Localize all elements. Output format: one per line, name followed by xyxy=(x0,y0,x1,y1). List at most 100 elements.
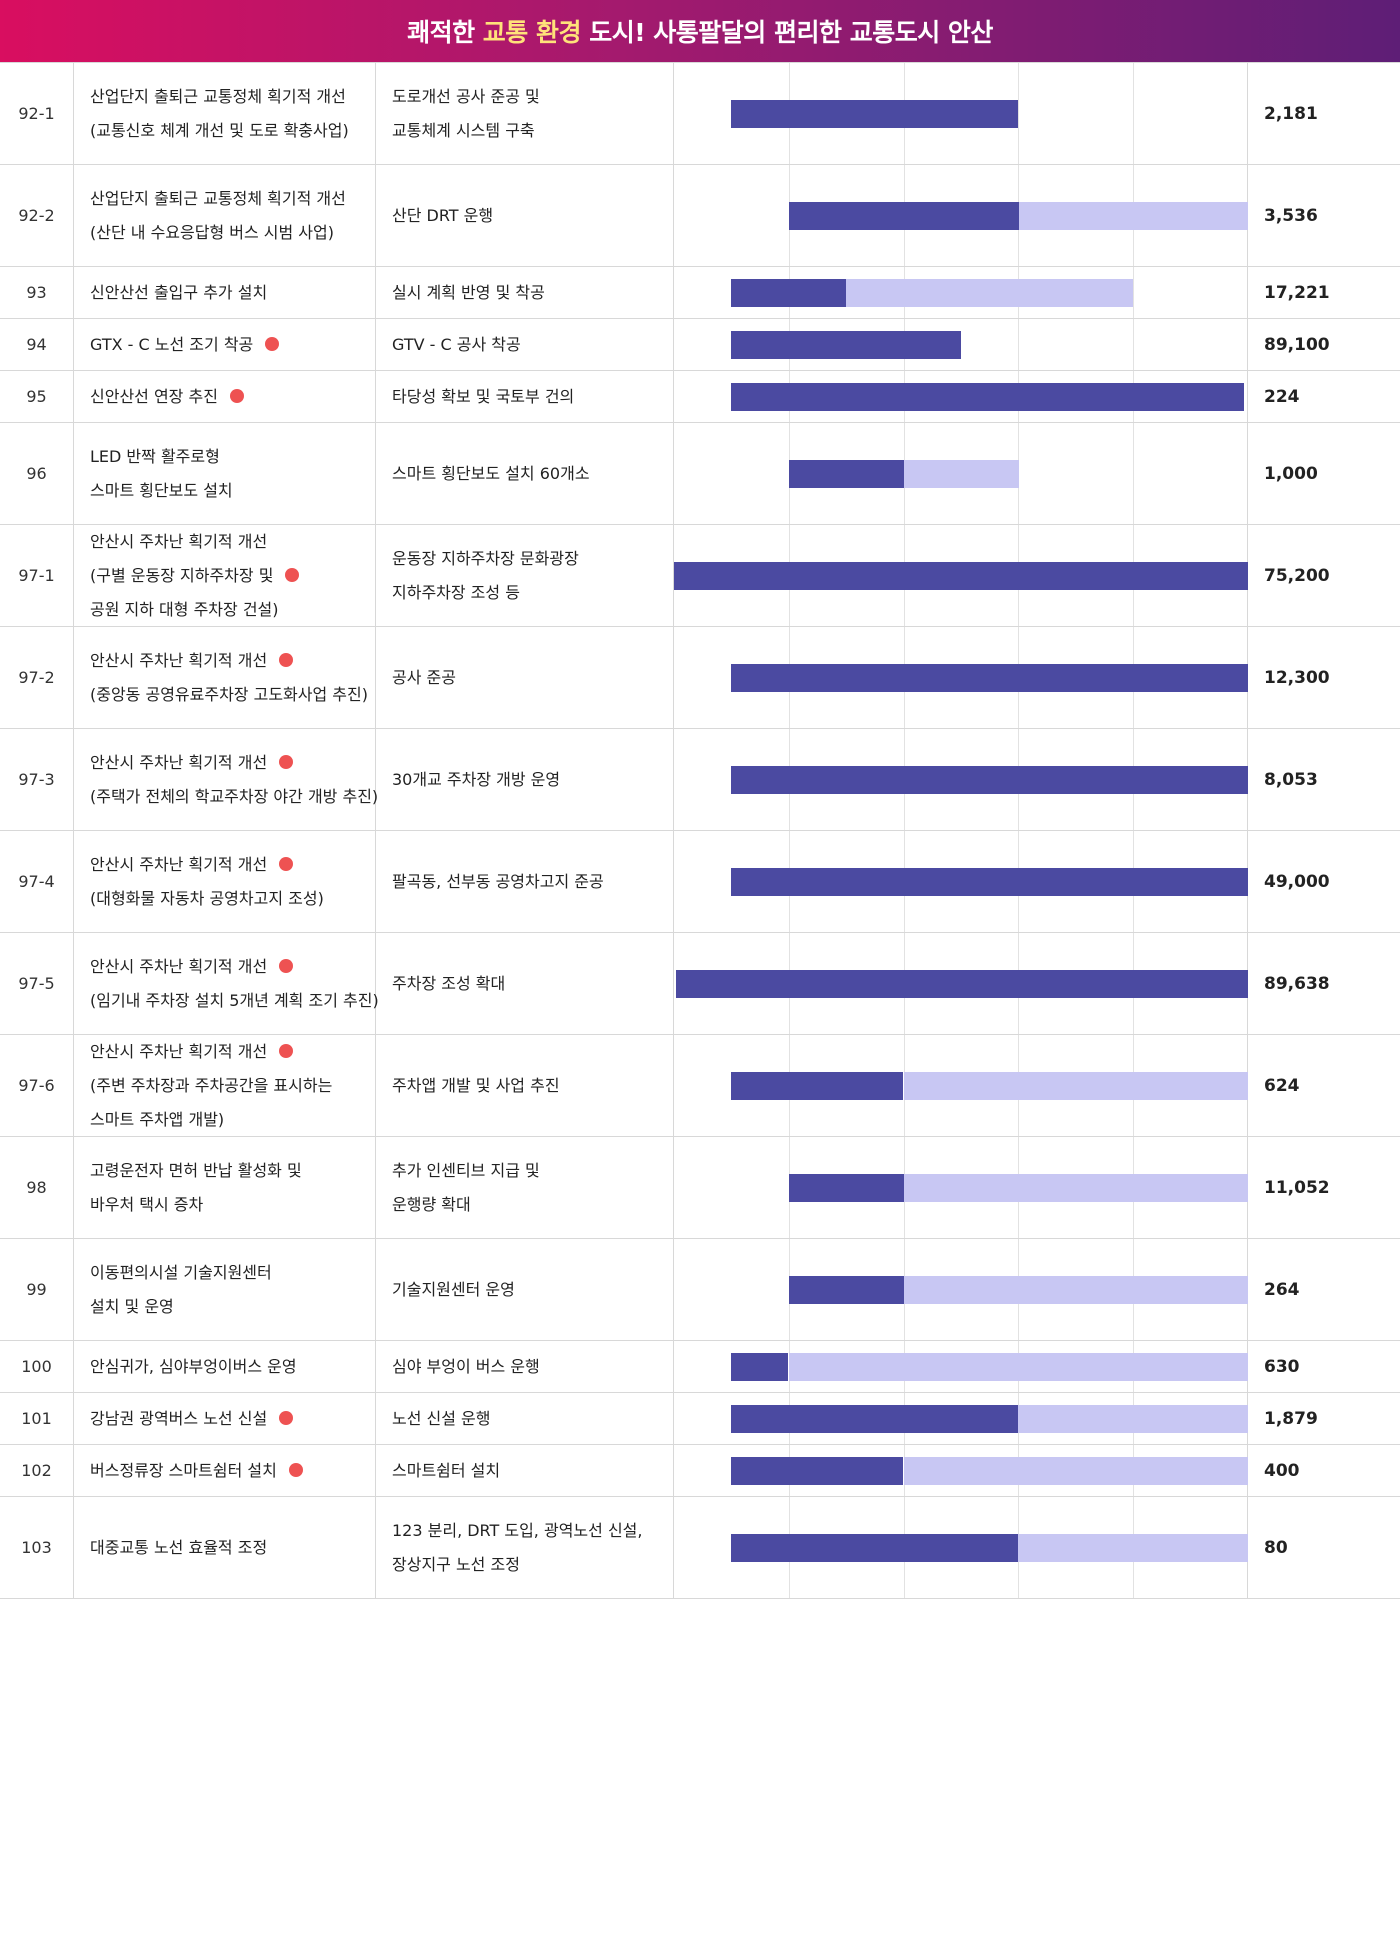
budget-value: 89,638 xyxy=(1264,973,1330,994)
completed-bar xyxy=(731,278,846,307)
completed-bar xyxy=(674,561,1248,590)
priority-marker-icon xyxy=(279,1410,294,1425)
row-number: 98 xyxy=(0,1137,74,1238)
detail-cell: 공사 준공 xyxy=(376,627,674,728)
task-text: 안심귀가, 심야부엉이버스 운영 xyxy=(90,1356,297,1376)
task-line: 버스정류장 스마트쉼터 설치 xyxy=(90,1454,303,1488)
timeline-cell xyxy=(674,63,1248,164)
task-line: (교통신호 체계 개선 및 도로 확충사업) xyxy=(90,114,349,148)
timeline-cell xyxy=(674,831,1248,932)
priority-marker-icon xyxy=(279,652,294,667)
task-line: 안산시 주차난 획기적 개선 xyxy=(90,746,378,780)
row-number: 97-4 xyxy=(0,831,74,932)
completed-bar xyxy=(731,99,1018,128)
timeline-gridline xyxy=(1133,267,1134,318)
task-text: 바우처 택시 증차 xyxy=(90,1194,204,1214)
budget-value: 11,052 xyxy=(1264,1177,1330,1198)
task-line: 안산시 주차난 획기적 개선 xyxy=(90,525,299,559)
task-line: (대형화물 자동차 공영차고지 조성) xyxy=(90,882,324,916)
planned-bar xyxy=(789,1352,1248,1381)
budget-value: 8,053 xyxy=(1264,769,1318,790)
table-row: 96 LED 반짝 활주로형 스마트 횡단보도 설치 스마트 횡단보도 설치 60개소… xyxy=(0,423,1400,525)
detail-line: 운행량 확대 xyxy=(392,1194,471,1214)
task-line: 강남권 광역버스 노선 신설 xyxy=(90,1402,294,1436)
task-text: 안산시 주차난 획기적 개선 xyxy=(90,1041,268,1061)
table-row: 92-2 산업단지 출퇴근 교통정체 획기적 개선 (산단 내 수요응답형 버스 시… xyxy=(0,165,1400,267)
task-cell: 안산시 주차난 획기적 개선 (중앙동 공영유료주차장 고도화사업 추진) xyxy=(74,627,376,728)
task-text: (교통신호 체계 개선 및 도로 확충사업) xyxy=(90,120,349,140)
detail-line: 스마트 횡단보도 설치 60개소 xyxy=(392,463,590,483)
header-title-post: 도시! 사통팔달의 편리한 교통도시 안산 xyxy=(581,18,993,47)
priority-marker-icon xyxy=(229,388,244,403)
row-number: 99 xyxy=(0,1239,74,1340)
table-row: 94 GTX - C 노선 조기 착공 GTV - C 공사 착공 89,100 xyxy=(0,319,1400,371)
row-number: 97-1 xyxy=(0,525,74,626)
budget-value: 630 xyxy=(1264,1356,1300,1377)
completed-bar xyxy=(789,201,1019,230)
task-cell: 대중교통 노선 효율적 조정 xyxy=(74,1497,376,1598)
detail-line: 주차앱 개발 및 사업 추진 xyxy=(392,1075,560,1095)
detail-cell: 스마트쉼터 설치 xyxy=(376,1445,674,1496)
task-text: (중앙동 공영유료주차장 고도화사업 추진) xyxy=(90,684,368,704)
row-number: 92-1 xyxy=(0,63,74,164)
detail-line: 교통체계 시스템 구축 xyxy=(392,120,535,140)
detail-cell: 실시 계획 반영 및 착공 xyxy=(376,267,674,318)
task-text: 대중교통 노선 효율적 조정 xyxy=(90,1537,268,1557)
task-line: 고령운전자 면허 반납 활성화 및 xyxy=(90,1154,302,1188)
timeline-gridline xyxy=(1133,63,1134,164)
timeline-gridline xyxy=(1133,423,1134,524)
task-cell: 버스정류장 스마트쉼터 설치 xyxy=(74,1445,376,1496)
task-text: (대형화물 자동차 공영차고지 조성) xyxy=(90,888,324,908)
detail-line: GTV - C 공사 착공 xyxy=(392,334,521,354)
task-text: 공원 지하 대형 주차장 건설) xyxy=(90,599,279,619)
detail-cell: 추가 인센티브 지급 및 운행량 확대 xyxy=(376,1137,674,1238)
priority-marker-icon xyxy=(285,567,300,582)
detail-line: 운동장 지하주차장 문화광장 xyxy=(392,548,579,568)
task-cell: 안산시 주차난 획기적 개선 (주택가 전체의 학교주차장 야간 개방 추진) xyxy=(74,729,378,830)
row-number: 103 xyxy=(0,1497,74,1598)
detail-cell: 팔곡동, 선부동 공영차고지 준공 xyxy=(376,831,674,932)
completed-bar xyxy=(789,459,904,488)
completed-bar xyxy=(731,765,1248,794)
detail-line: 지하주차장 조성 등 xyxy=(392,582,520,602)
detail-cell: 30개교 주차장 개방 운영 xyxy=(376,729,674,830)
detail-cell: 노선 신설 운행 xyxy=(376,1393,674,1444)
budget-value: 80 xyxy=(1264,1537,1288,1558)
task-line: 산업단지 출퇴근 교통정체 획기적 개선 xyxy=(90,80,349,114)
detail-cell: 산단 DRT 운행 xyxy=(376,165,674,266)
task-text: 스마트 주차앱 개발) xyxy=(90,1109,225,1129)
timeline-cell xyxy=(674,1497,1248,1598)
task-line: (산단 내 수요응답형 버스 시범 사업) xyxy=(90,216,346,250)
detail-cell: 스마트 횡단보도 설치 60개소 xyxy=(376,423,674,524)
priority-marker-icon xyxy=(279,856,294,871)
task-cell: 안산시 주차난 획기적 개선 (임기내 주차장 설치 5개년 계획 조기 추진) xyxy=(74,933,379,1034)
table-row: 97-4 안산시 주차난 획기적 개선 (대형화물 자동차 공영차고지 조성) 팔곡동… xyxy=(0,831,1400,933)
task-line: 산업단지 출퇴근 교통정체 획기적 개선 xyxy=(90,182,346,216)
timeline-cell xyxy=(674,525,1248,626)
row-number: 97-6 xyxy=(0,1035,74,1136)
task-line: GTX - C 노선 조기 착공 xyxy=(90,328,280,362)
detail-cell: 주차앱 개발 및 사업 추진 xyxy=(376,1035,674,1136)
task-line: (주변 주차장과 주차공간을 표시하는 xyxy=(90,1069,332,1103)
timeline-cell xyxy=(674,423,1248,524)
task-line: (임기내 주차장 설치 5개년 계획 조기 추진) xyxy=(90,984,379,1018)
completed-bar xyxy=(731,1071,903,1100)
task-text: 신안산선 연장 추진 xyxy=(90,386,218,406)
completed-bar xyxy=(731,330,961,359)
timeline-cell xyxy=(674,1445,1248,1496)
detail-line: 타당성 확보 및 국토부 건의 xyxy=(392,386,575,406)
task-text: 버스정류장 스마트쉼터 설치 xyxy=(90,1460,277,1480)
completed-bar xyxy=(731,1352,788,1381)
budget-value: 89,100 xyxy=(1264,334,1330,355)
timeline-gridline xyxy=(1018,319,1019,370)
detail-line: 30개교 주차장 개방 운영 xyxy=(392,769,561,789)
detail-cell: 123 분리, DRT 도입, 광역노선 신설, 장상지구 노선 조정 xyxy=(376,1497,674,1598)
budget-value: 264 xyxy=(1264,1279,1300,1300)
planned-bar xyxy=(1018,201,1248,230)
planned-bar xyxy=(904,1456,1248,1485)
detail-line: 스마트쉼터 설치 xyxy=(392,1460,501,1480)
task-line: (중앙동 공영유료주차장 고도화사업 추진) xyxy=(90,678,368,712)
task-cell: 산업단지 출퇴근 교통정체 획기적 개선 (교통신호 체계 개선 및 도로 확충사… xyxy=(74,63,376,164)
task-text: 안산시 주차난 획기적 개선 xyxy=(90,956,268,976)
